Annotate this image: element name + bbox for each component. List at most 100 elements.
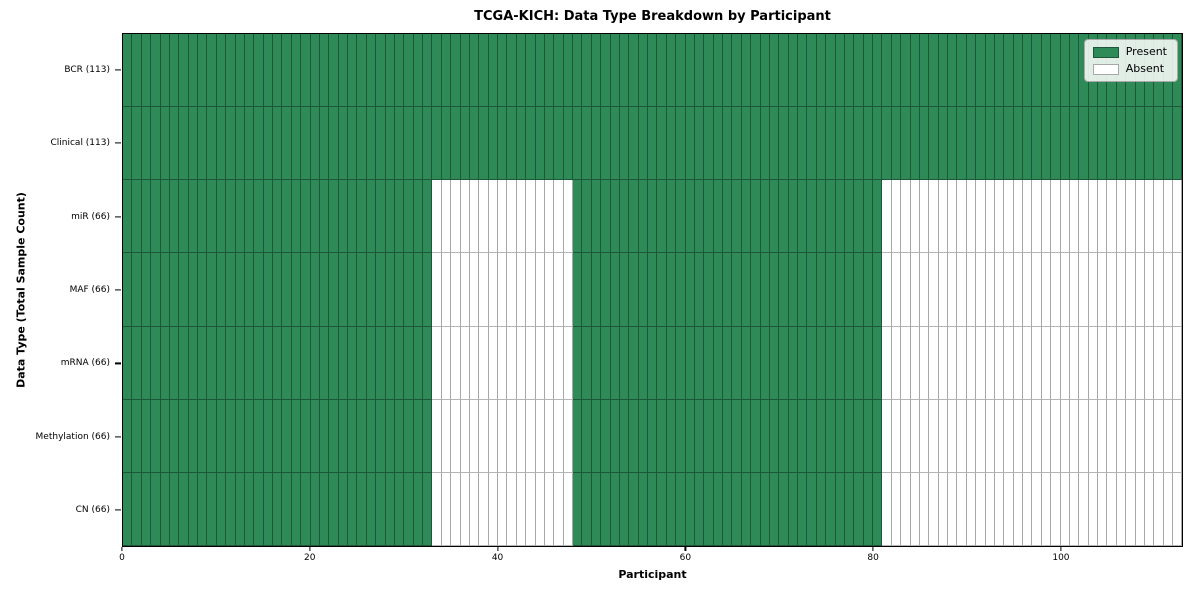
heatmap-cell (563, 107, 573, 181)
heatmap-cell (1023, 326, 1033, 400)
heatmap-cell (329, 34, 339, 108)
heatmap-cell (919, 107, 930, 181)
heatmap-cell (601, 34, 611, 108)
heatmap-cell (1173, 399, 1183, 473)
heatmap-cell (235, 399, 245, 473)
heatmap-cell (1060, 326, 1070, 400)
heatmap-cell (844, 253, 855, 327)
heatmap-cell (976, 253, 986, 327)
heatmap-cell (863, 472, 873, 546)
heatmap-cell (891, 326, 902, 400)
heatmap-cell (835, 326, 845, 400)
heatmap-cell (938, 326, 948, 400)
heatmap-cell (1013, 399, 1023, 473)
heatmap-cell (366, 326, 377, 400)
heatmap-cell (1023, 180, 1033, 254)
heatmap-cell (863, 34, 873, 108)
heatmap-cell (1023, 107, 1033, 181)
heatmap-cell (788, 472, 798, 546)
heatmap-cell (1032, 253, 1042, 327)
heatmap-cell (507, 472, 517, 546)
heatmap-cell (432, 107, 442, 181)
heatmap-cell (310, 34, 320, 108)
heatmap-cell (516, 253, 527, 327)
heatmap-cell (685, 326, 695, 400)
heatmap-cell (629, 34, 639, 108)
heatmap-cell (985, 107, 995, 181)
heatmap-cell (563, 180, 573, 254)
heatmap-cell (788, 399, 798, 473)
heatmap-cell (460, 253, 470, 327)
heatmap-cell (619, 253, 630, 327)
heatmap-cell (676, 326, 686, 400)
heatmap-cell (188, 326, 198, 400)
heatmap-cell (441, 326, 452, 400)
heatmap-cell (554, 107, 564, 181)
heatmap-cell (263, 180, 273, 254)
heatmap-cell (1060, 472, 1070, 546)
heatmap-cell (526, 472, 536, 546)
heatmap-cell (235, 34, 245, 108)
heatmap-cell (226, 326, 236, 400)
heatmap-cell (807, 180, 817, 254)
heatmap-cell (901, 399, 911, 473)
heatmap-cell (1051, 253, 1061, 327)
heatmap-cell (338, 180, 348, 254)
heatmap-cell (779, 34, 789, 108)
heatmap-cell (1107, 180, 1117, 254)
heatmap-cell (938, 34, 948, 108)
heatmap-cell (1041, 472, 1052, 546)
heatmap-cell (901, 326, 911, 400)
x-tick-label: 60 (679, 553, 692, 563)
heatmap-cell (282, 472, 292, 546)
heatmap-cell (1144, 180, 1155, 254)
heatmap-cell (273, 472, 283, 546)
heatmap-cell (685, 107, 695, 181)
heatmap-cell (451, 472, 461, 546)
y-tick-mark (115, 215, 121, 218)
heatmap-cell (948, 326, 958, 400)
heatmap-cell (516, 326, 527, 400)
heatmap-cell (882, 107, 892, 181)
heatmap-cell (882, 34, 892, 108)
heatmap-cell (694, 253, 705, 327)
heatmap-cell (1023, 253, 1033, 327)
heatmap-cell (657, 107, 667, 181)
heatmap-cell (844, 34, 855, 108)
heatmap-cell (1163, 253, 1173, 327)
heatmap-cell (723, 399, 733, 473)
heatmap-cell (1060, 107, 1070, 181)
heatmap-cell (582, 34, 592, 108)
heatmap-cell (976, 399, 986, 473)
heatmap-cell (366, 399, 377, 473)
heatmap-cell (732, 472, 742, 546)
heatmap-cell (948, 180, 958, 254)
heatmap-cell (798, 180, 808, 254)
heatmap-cell (666, 107, 677, 181)
heatmap-cell (1032, 399, 1042, 473)
heatmap-cell (441, 180, 452, 254)
heatmap-cell (479, 326, 489, 400)
heatmap-cell (648, 107, 658, 181)
heatmap-cell (1032, 472, 1042, 546)
heatmap-cell (1013, 472, 1023, 546)
heatmap-cell (882, 326, 892, 400)
heatmap-cell (319, 180, 330, 254)
heatmap-cell (1135, 180, 1145, 254)
heatmap-cell (207, 34, 217, 108)
heatmap-cell (826, 399, 836, 473)
heatmap-cell (1069, 34, 1080, 108)
heatmap-cell (807, 472, 817, 546)
heatmap-cell (554, 399, 564, 473)
heatmap-cell (573, 180, 583, 254)
heatmap-cell (348, 107, 358, 181)
heatmap-cell (994, 107, 1005, 181)
heatmap-cell (544, 34, 555, 108)
heatmap-cell (713, 34, 723, 108)
heatmap-cell (610, 399, 620, 473)
heatmap-cell (1004, 180, 1014, 254)
heatmap-cell (798, 326, 808, 400)
heatmap-cell (985, 326, 995, 400)
heatmap-cell (929, 399, 939, 473)
